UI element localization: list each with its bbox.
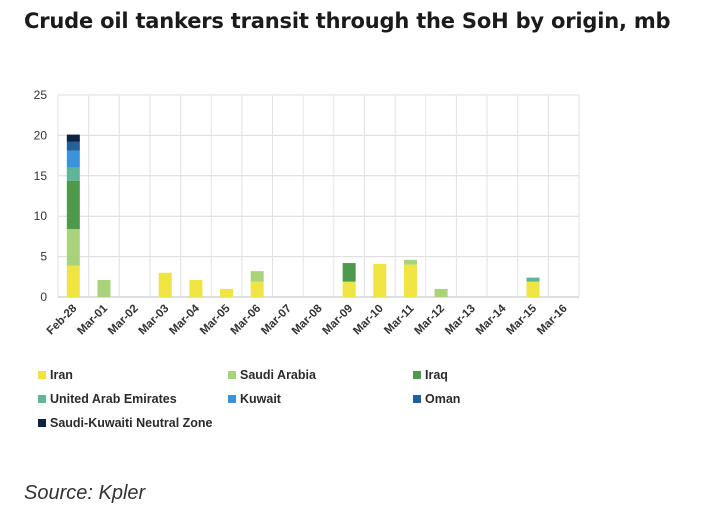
x-tick-label: Mar-04 — [167, 302, 202, 337]
bar-segment — [66, 229, 80, 266]
x-tick-label: Feb-28 — [45, 302, 80, 337]
x-tick-label: Mar-14 — [474, 302, 509, 337]
bar-segment — [66, 134, 80, 142]
legend-item: Saudi-Kuwaiti Neutral Zone — [38, 416, 213, 430]
legend-label: Oman — [425, 392, 461, 406]
bar-segment — [526, 281, 540, 297]
y-tick-label: 25 — [34, 88, 48, 102]
y-tick-label: 20 — [34, 128, 48, 142]
legend-label: Saudi-Kuwaiti Neutral Zone — [50, 416, 213, 430]
stacked-bar-chart: 0 5 10 15 20 25 Feb-28Mar-01Mar-02Mar-03Mar-04… — [34, 88, 580, 338]
x-tick-label: Mar-12 — [413, 303, 448, 338]
bar-segment — [220, 288, 234, 297]
bar-segment — [342, 263, 356, 282]
bar-segment — [373, 263, 387, 297]
x-tick-label: Mar-07 — [259, 303, 294, 338]
legend-swatch — [38, 419, 46, 427]
bar-segment — [342, 281, 356, 297]
legend-swatch — [228, 371, 236, 379]
y-tick-label: 10 — [34, 209, 48, 223]
x-tick-label: Mar-09 — [321, 303, 356, 338]
bar-segment — [434, 288, 448, 297]
legend-swatch — [38, 395, 46, 403]
legend-swatch — [38, 371, 46, 379]
bar-segment — [66, 265, 80, 297]
legend-label: Iraq — [425, 368, 448, 382]
x-tick-label: Mar-05 — [198, 302, 233, 337]
bar-segment — [66, 150, 80, 168]
chart-legend: Iran Saudi Arabia Iraq United Arab Emirates… — [38, 368, 698, 438]
legend-label: Iran — [50, 368, 73, 382]
x-tick-label: Mar-08 — [290, 302, 325, 337]
chart-title: Crude oil tankers transit through the So… — [24, 9, 671, 33]
legend-label: Saudi Arabia — [240, 368, 316, 382]
bar-segment — [66, 141, 80, 151]
legend-item: Oman — [413, 392, 460, 406]
bar-segment — [250, 281, 264, 297]
legend-swatch — [413, 395, 421, 403]
x-tick-label: Mar-10 — [351, 303, 386, 338]
y-tick-label: 5 — [40, 250, 47, 264]
bar-segment — [189, 280, 203, 297]
x-tick-label: Mar-03 — [137, 303, 172, 338]
legend-item: Iraq — [413, 368, 448, 382]
legend-item: United Arab Emirates — [38, 392, 177, 406]
legend-label: United Arab Emirates — [50, 392, 177, 406]
bar-segment — [97, 280, 111, 297]
legend-item: Iran — [38, 368, 73, 382]
x-tick-label: Mar-01 — [75, 302, 110, 337]
bar-segment — [403, 264, 417, 297]
x-tick-label: Mar-15 — [504, 302, 539, 337]
source-note: Source: Kpler — [24, 482, 146, 504]
bar-segment — [158, 272, 172, 297]
bar-segment — [66, 167, 80, 181]
x-tick-label: Mar-13 — [443, 303, 478, 338]
x-tick-label: Mar-02 — [106, 303, 141, 338]
bar-segment — [526, 277, 540, 282]
legend-item: Kuwait — [228, 392, 281, 406]
x-tick-label: Mar-11 — [382, 302, 417, 337]
bar-segment — [66, 180, 80, 230]
x-tick-label: Mar-06 — [229, 303, 264, 338]
bar-segment — [403, 259, 417, 265]
legend-label: Kuwait — [240, 392, 281, 406]
legend-item: Saudi Arabia — [228, 368, 316, 382]
legend-swatch — [228, 395, 236, 403]
x-tick-label: Mar-16 — [535, 303, 570, 338]
bar-segment — [250, 271, 264, 282]
legend-swatch — [413, 371, 421, 379]
y-tick-label: 15 — [34, 169, 48, 183]
y-tick-label: 0 — [40, 290, 47, 304]
